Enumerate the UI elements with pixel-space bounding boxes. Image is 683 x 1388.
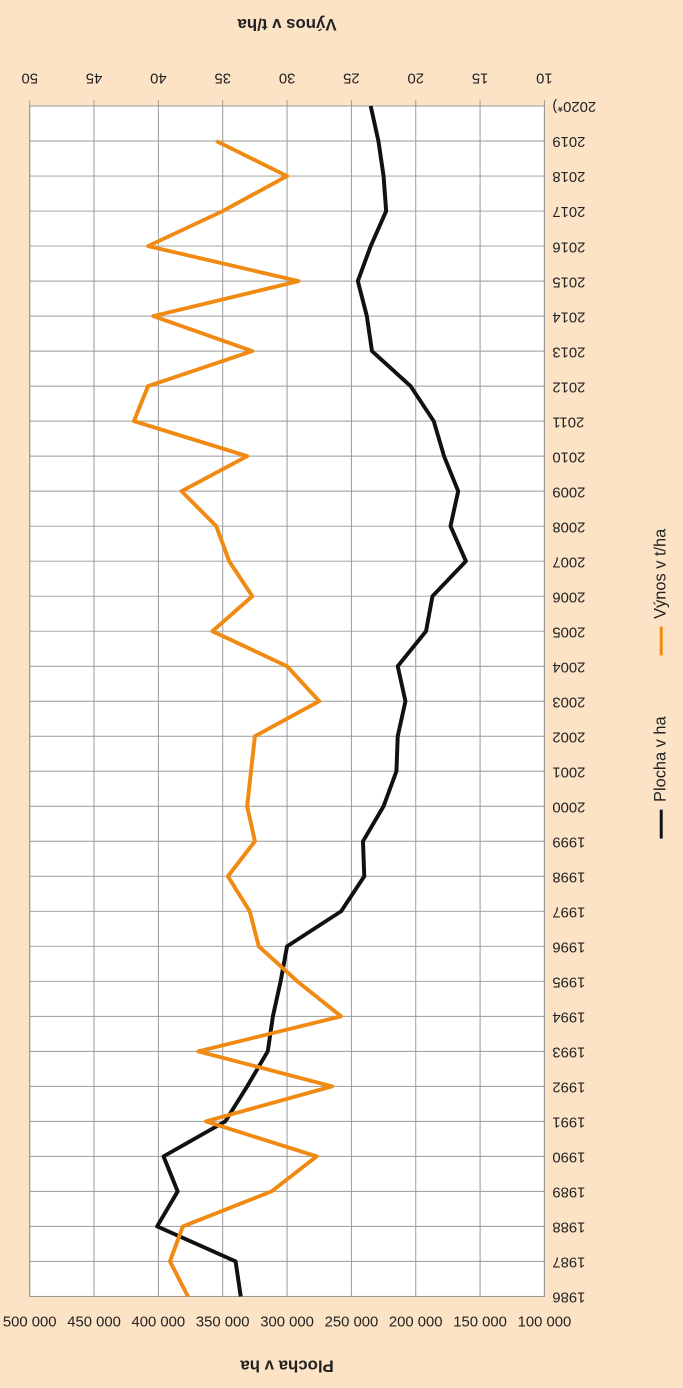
y-tick-label: 400 000	[132, 1314, 186, 1330]
y2-tick-label: 10	[536, 69, 553, 85]
y-tick-label: 250 000	[325, 1314, 379, 1330]
y2-tick-label: 25	[343, 69, 360, 85]
y2-title: Výnos v t/ha	[237, 15, 337, 34]
x-tick-label: 2009	[552, 483, 585, 499]
data-line	[131, 139, 344, 1298]
data-line	[155, 105, 468, 1297]
x-tick-label: 1995	[552, 974, 585, 990]
y-tick-label: 200 000	[389, 1314, 443, 1330]
x-tick-label: 2020*)	[552, 98, 596, 114]
x-tick-label: 2004	[552, 658, 585, 674]
y2-tick-label: 30	[279, 69, 296, 85]
legend-label: Výnos v t/ha	[650, 528, 669, 619]
x-tick-label: 2000	[552, 798, 585, 814]
x-tick-label: 2013	[552, 343, 585, 359]
x-tick-label: 2016	[552, 238, 585, 254]
x-tick-label: 2011	[552, 413, 584, 429]
y-tick-label: 300 000	[260, 1314, 314, 1330]
x-tick-label: 1991	[552, 1114, 585, 1130]
x-tick-label: 2005	[552, 623, 585, 639]
y2-tick-label: 45	[86, 69, 103, 85]
x-tick-label: 1993	[552, 1044, 585, 1060]
x-tick-label: 2012	[552, 378, 585, 394]
y2-tick-label: 15	[472, 69, 489, 85]
x-tick-label: 1999	[552, 834, 585, 850]
x-tick-label: 2006	[552, 588, 585, 604]
x-tick-label: 1998	[552, 869, 585, 885]
y-tick-label: 350 000	[196, 1314, 250, 1330]
x-tick-label: 1988	[552, 1219, 585, 1235]
y-title: Plocha v ha	[240, 1357, 334, 1376]
x-tick-label: 2002	[552, 728, 585, 744]
x-tick-label: 2008	[552, 518, 585, 534]
x-tick-label: 1987	[552, 1254, 585, 1270]
y-tick-label: 500 000	[3, 1314, 57, 1330]
x-tick-label: 1989	[552, 1184, 585, 1200]
x-tick-label: 1996	[552, 939, 585, 955]
x-tick-label: 2019	[552, 133, 585, 149]
y-tick-label: 450 000	[67, 1314, 121, 1330]
x-tick-label: 2017	[552, 203, 585, 219]
x-tick-label: 1992	[552, 1079, 585, 1095]
x-tick-label: 1997	[552, 904, 585, 920]
legend-label: Plocha v ha	[650, 716, 669, 802]
x-tick-label: 2015	[552, 273, 585, 289]
y2-tick-label: 35	[214, 69, 231, 85]
y2-tick-label: 20	[407, 69, 424, 85]
x-tick-label: 2010	[552, 448, 585, 464]
x-tick-label: 2007	[552, 553, 585, 569]
legend: Plocha v ha Výnos v t/ha	[650, 528, 670, 839]
x-tick-label: 2014	[552, 308, 585, 324]
x-tick-label: 2003	[552, 693, 585, 709]
x-tick-label: 2001	[552, 763, 585, 779]
x-tick-label: 2018	[552, 168, 585, 184]
y-tick-label: 100 000	[518, 1314, 572, 1330]
x-tick-label: 1990	[552, 1149, 585, 1165]
x-tick-label: 1986	[552, 1289, 585, 1305]
y2-tick-label: 50	[21, 69, 38, 85]
x-tick-label: 1994	[552, 1009, 585, 1025]
y-tick-label: 150 000	[453, 1314, 507, 1330]
y2-tick-label: 40	[150, 69, 167, 85]
